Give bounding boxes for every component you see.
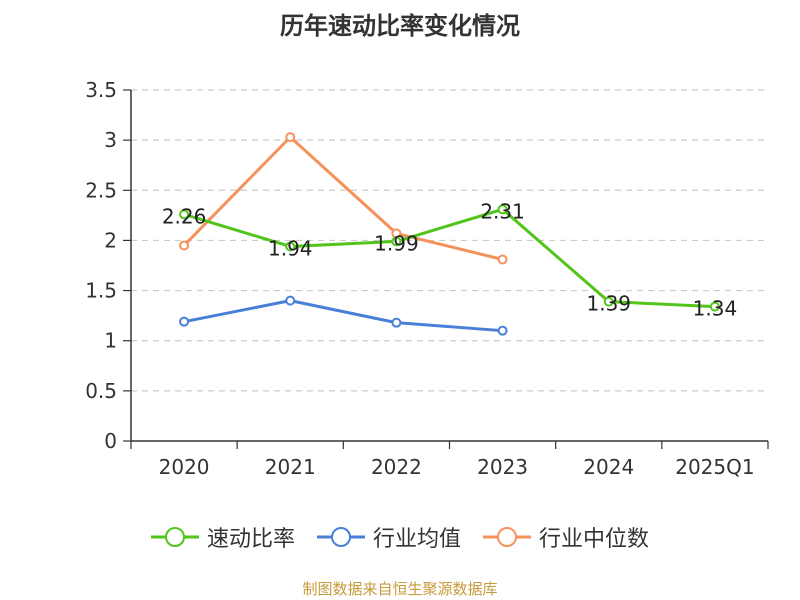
legend-item[interactable]: 速动比率 — [150, 521, 295, 553]
data-point — [285, 132, 296, 143]
x-tick-label: 2025Q1 — [675, 455, 754, 479]
legend-label: 行业中位数 — [539, 527, 650, 552]
data-label: 1.39 — [586, 292, 631, 316]
data-label: 1.94 — [268, 236, 313, 260]
data-label: 2.31 — [480, 199, 525, 223]
data-point — [603, 296, 614, 307]
x-tick-label: 2023 — [477, 455, 528, 479]
y-tick-label: 0.5 — [85, 379, 117, 403]
x-tick-label: 2020 — [159, 455, 210, 479]
legend-item[interactable]: 行业均值 — [316, 521, 461, 553]
legend-label: 速动比率 — [206, 527, 295, 552]
data-point — [285, 295, 296, 306]
x-tick-label: 2021 — [265, 455, 316, 479]
data-label: 2.26 — [162, 204, 207, 228]
y-tick-label: 1 — [104, 329, 117, 353]
y-tick-label: 1.5 — [85, 279, 117, 303]
y-tick-label: 0 — [104, 429, 117, 453]
legend-marker-icon — [316, 527, 365, 547]
data-point — [497, 254, 508, 265]
legend-label: 行业均值 — [372, 527, 461, 552]
legend-marker-icon — [483, 527, 531, 547]
data-point — [709, 301, 720, 312]
data-point — [391, 236, 402, 247]
series-line — [183, 135, 503, 261]
x-tick-label: 2024 — [583, 455, 634, 479]
legend-marker-icon — [150, 527, 199, 547]
y-tick-label: 3 — [104, 128, 117, 152]
data-point — [285, 241, 296, 252]
series-line — [183, 207, 715, 309]
series-line — [183, 299, 503, 333]
data-point — [391, 317, 402, 328]
x-tick-label: 2022 — [371, 455, 422, 479]
data-point — [179, 316, 190, 327]
chart-title: 历年速动比率变化情况 — [280, 12, 520, 40]
data-label: 1.34 — [693, 297, 738, 321]
y-tick-label: 2 — [104, 228, 117, 252]
data-point — [179, 209, 190, 220]
data-point — [497, 325, 508, 336]
y-tick-label: 2.5 — [85, 178, 117, 202]
data-source-note: 制图数据来自恒生聚源数据库 — [302, 580, 498, 598]
data-point — [497, 204, 508, 215]
legend-item[interactable]: 行业中位数 — [483, 521, 649, 553]
y-tick-label: 3.5 — [85, 78, 117, 102]
chart-legend: 速动比率 行业均值 行业中位数 — [0, 520, 800, 554]
data-point — [179, 240, 190, 251]
data-label: 1.99 — [374, 231, 419, 255]
